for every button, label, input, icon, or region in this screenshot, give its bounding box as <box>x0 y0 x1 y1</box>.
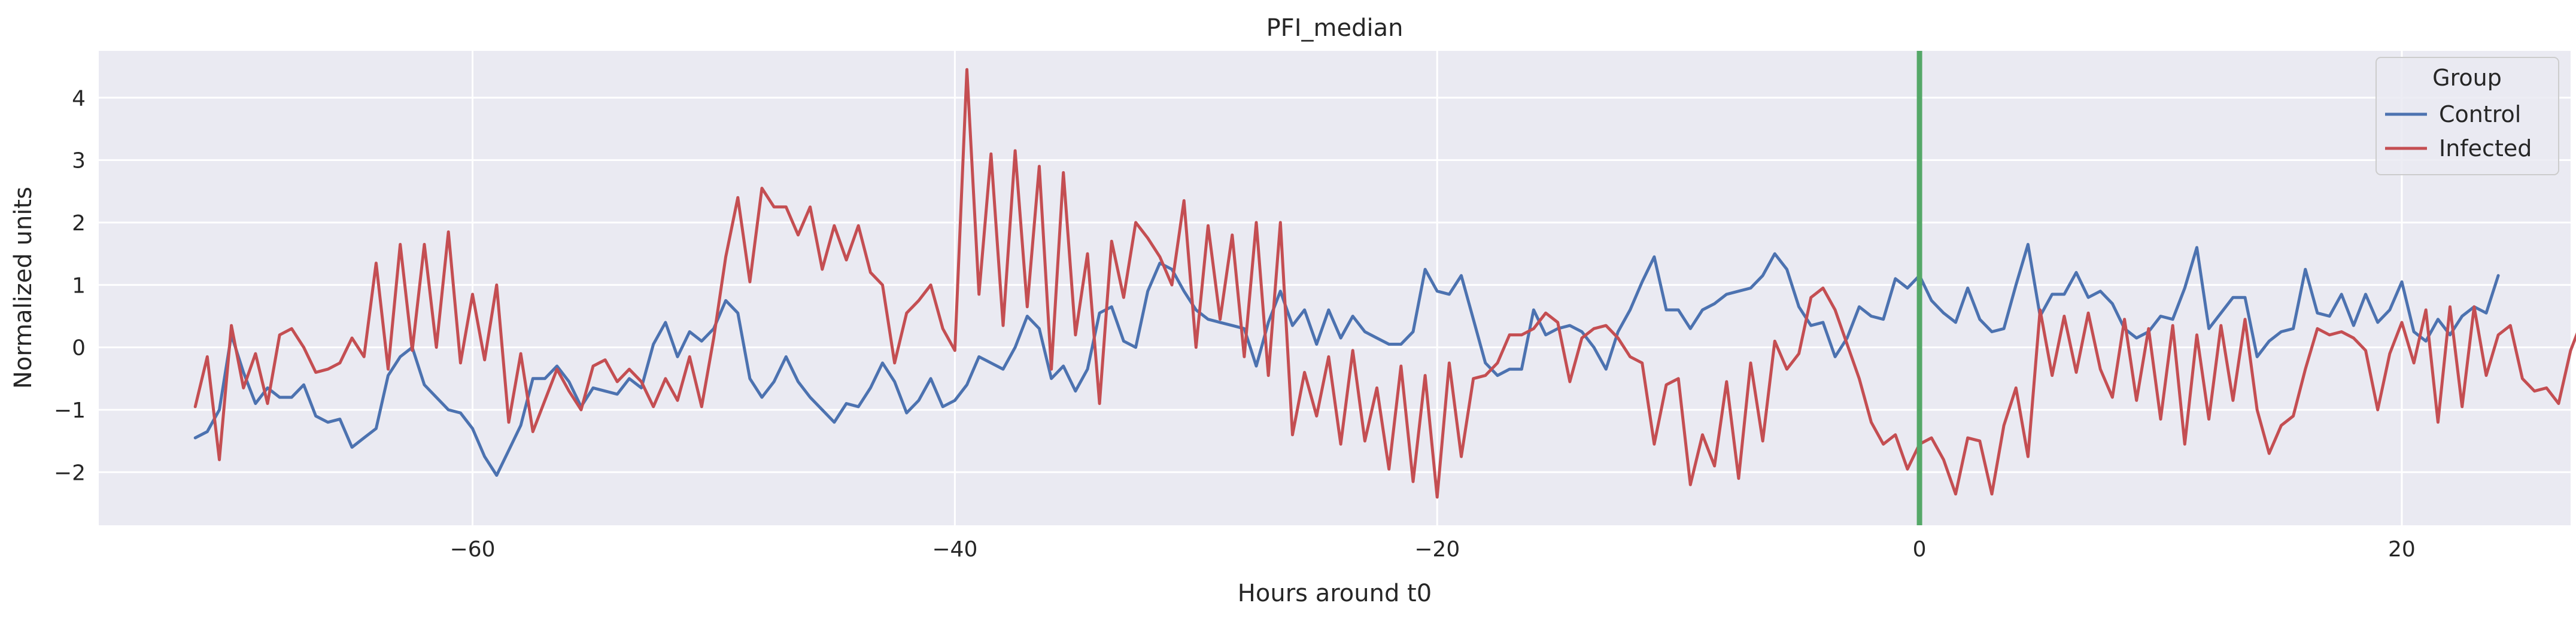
legend-label-control: Control <box>2439 101 2521 127</box>
x-axis-label: Hours around t0 <box>1238 580 1432 607</box>
y-tick-label: 1 <box>72 273 86 298</box>
series-lines <box>193 68 2576 499</box>
series-line-infected <box>193 68 2576 499</box>
y-tick-label: −1 <box>54 398 86 423</box>
y-tick-label: −2 <box>54 461 86 485</box>
y-tick-labels: −2 −1 0 1 2 3 4 <box>54 86 86 485</box>
plot-background <box>99 51 2571 525</box>
x-tick-labels: −60 −40 −20 0 20 <box>450 537 2416 562</box>
y-tick-label: 0 <box>72 336 86 361</box>
series-line-control <box>193 243 2500 477</box>
legend-title: Group <box>2432 65 2502 91</box>
legend-label-infected: Infected <box>2439 135 2532 162</box>
y-tick-label: 2 <box>72 211 86 236</box>
x-tick-label: −60 <box>450 537 496 562</box>
y-tick-label: 3 <box>72 149 86 173</box>
x-tick-label: −20 <box>1414 537 1460 562</box>
legend: Group Control Infected <box>2375 57 2559 175</box>
y-tick-label: 4 <box>72 86 86 111</box>
x-tick-label: 20 <box>2388 537 2416 562</box>
x-tick-label: 0 <box>1913 537 1927 562</box>
x-tick-label: −40 <box>932 537 977 562</box>
y-axis-label: Normalized units <box>10 187 37 389</box>
legend-box <box>2375 57 2559 175</box>
chart-title: PFI_median <box>1266 14 1404 42</box>
